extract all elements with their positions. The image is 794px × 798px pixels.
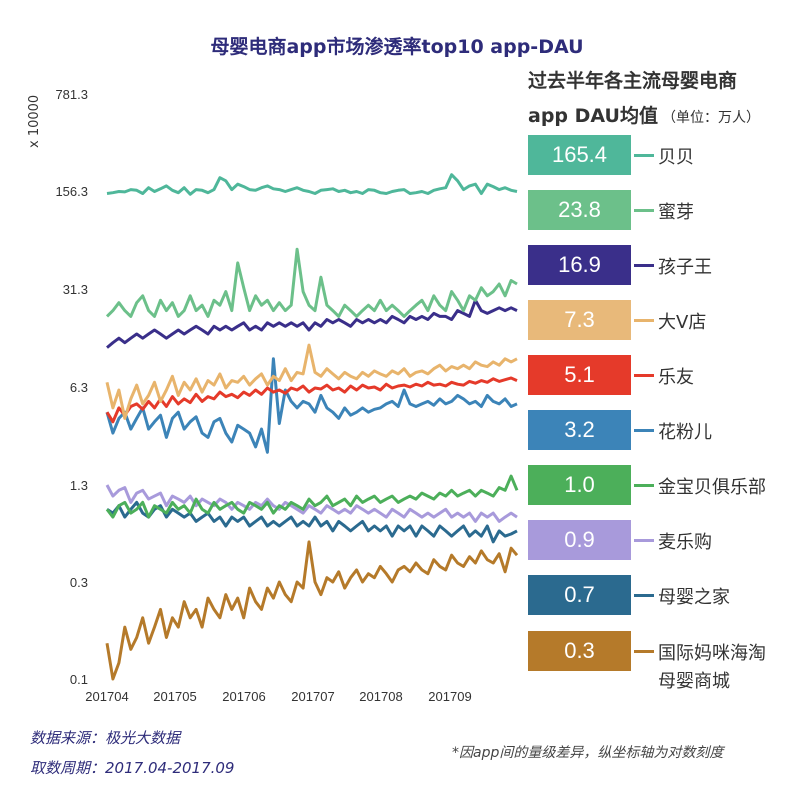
legend-line-swatch <box>634 319 654 322</box>
legend-series-name: 金宝贝俱乐部 <box>658 477 766 498</box>
legend-line-swatch <box>634 594 654 597</box>
series-line-大V店 <box>105 343 518 420</box>
series-line-国际妈咪海淘母婴商城 <box>105 540 519 681</box>
legend-item: 165.4 贝贝 <box>528 135 790 175</box>
legend-line-swatch <box>634 209 654 212</box>
legend-series-name: 大V店 <box>658 312 707 333</box>
legend-title-text: app DAU均值 <box>528 105 658 127</box>
chart-title: 母婴电商app市场渗透率top10 app-DAU <box>210 35 583 58</box>
y-tick-label: 0.3 <box>70 575 88 590</box>
x-axis-ticks: 201704 201705 201706 201707 201708 201709 <box>85 689 471 704</box>
legend-item: 7.3 大V店 <box>528 300 790 340</box>
series-line-麦乐购 <box>105 484 518 523</box>
legend-item: 0.3 国际妈咪海淘 母婴商城 <box>528 631 790 692</box>
legend-unit: （单位：万人） <box>661 110 760 126</box>
legend-line-swatch <box>634 429 654 432</box>
legend-series-name: 母婴之家 <box>658 587 730 608</box>
y-tick-label: 781.3 <box>55 87 88 102</box>
series-line-蜜芽 <box>105 247 518 318</box>
legend-series-name: 孩子王 <box>658 257 712 278</box>
legend-line-swatch <box>634 374 654 377</box>
legend-value-box: 0.9 <box>528 520 631 560</box>
x-tick-label: 201709 <box>428 689 471 704</box>
x-tick-label: 201706 <box>222 689 265 704</box>
y-axis-label: x 10000 <box>27 95 42 148</box>
legend-series-name: 麦乐购 <box>658 532 712 553</box>
legend-series-name: 蜜芽 <box>658 202 694 223</box>
legend-value-box: 7.3 <box>528 300 631 340</box>
legend-value-box: 3.2 <box>528 410 631 450</box>
legend-line-swatch <box>634 484 654 487</box>
y-tick-label: 31.3 <box>63 282 88 297</box>
legend-title-line1: 过去半年各主流母婴电商 <box>528 70 738 92</box>
x-tick-label: 201707 <box>291 689 334 704</box>
y-tick-label: 0.1 <box>70 672 88 687</box>
y-tick-label: 1.3 <box>70 478 88 493</box>
series-line-金宝贝俱乐部 <box>105 474 519 519</box>
legend-value-box: 16.9 <box>528 245 631 285</box>
legend-series-name: 花粉儿 <box>658 422 712 443</box>
legend-value-box: 0.7 <box>528 575 631 615</box>
y-tick-label: 6.3 <box>70 380 88 395</box>
legend-line-swatch <box>634 264 654 267</box>
series-line-乐友 <box>105 376 518 424</box>
legend-value-box: 165.4 <box>528 135 631 175</box>
series-lines <box>105 173 519 681</box>
legend-series-name-line2: 母婴商城 <box>658 671 730 692</box>
legend-series-name: 贝贝 <box>658 147 694 168</box>
legend-item: 3.2 花粉儿 <box>528 410 790 450</box>
footnote: *因app间的量级差异，纵坐标轴为对数刻度 <box>452 745 724 761</box>
data-source: 数据来源：极光大数据 <box>30 729 181 747</box>
legend-item: 5.1 乐友 <box>528 355 790 395</box>
data-period: 取数周期：2017.04-2017.09 <box>30 759 235 777</box>
series-line-孩子王 <box>106 298 518 349</box>
legend-value-box: 0.3 <box>528 631 631 671</box>
x-tick-label: 201704 <box>85 689 128 704</box>
legend-value-box: 5.1 <box>528 355 631 395</box>
legend-line-swatch <box>634 650 654 653</box>
series-line-母婴之家 <box>106 500 518 544</box>
legend-item: 23.8 蜜芽 <box>528 190 790 230</box>
series-line-贝贝 <box>106 173 518 196</box>
legend-line-swatch <box>634 154 654 157</box>
legend-series-name: 乐友 <box>658 367 694 388</box>
legend-title-line2: app DAU均值 （单位：万人） <box>528 101 760 128</box>
legend-series-name: 国际妈咪海淘 <box>658 643 766 664</box>
legend-item: 16.9 孩子王 <box>528 245 790 285</box>
x-tick-label: 201708 <box>359 689 402 704</box>
legend-value-box: 23.8 <box>528 190 631 230</box>
legend-item: 0.7 母婴之家 <box>528 575 790 615</box>
y-tick-label: 156.3 <box>55 184 88 199</box>
legend-value-box: 1.0 <box>528 465 631 505</box>
y-axis-ticks: 781.3 156.3 31.3 6.3 1.3 0.3 0.1 <box>55 87 88 687</box>
legend-line-swatch <box>634 539 654 542</box>
x-tick-label: 201705 <box>153 689 196 704</box>
legend-item: 1.0 金宝贝俱乐部 <box>528 465 790 505</box>
series-line-花粉儿 <box>105 357 518 454</box>
legend-item: 0.9 麦乐购 <box>528 520 790 560</box>
